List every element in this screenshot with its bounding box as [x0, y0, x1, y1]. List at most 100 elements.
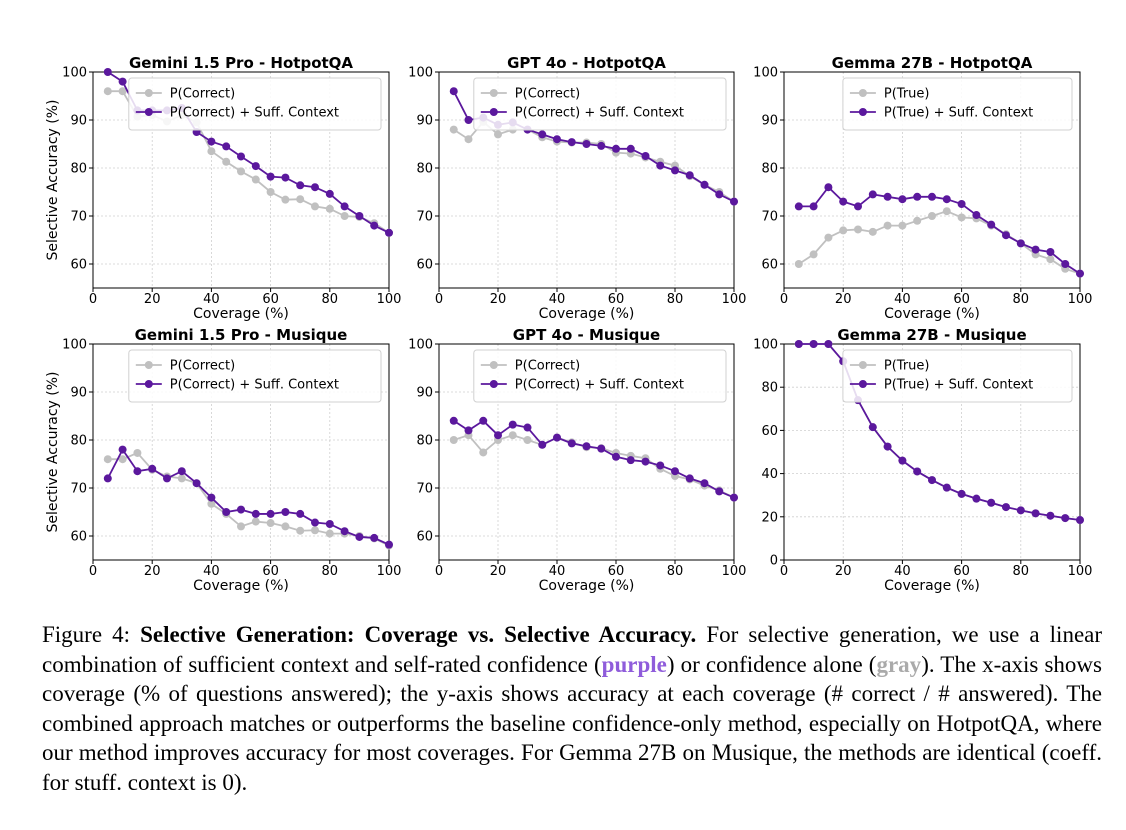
legend-marker	[489, 89, 498, 97]
data-point	[730, 197, 738, 206]
legend-marker	[144, 108, 153, 116]
data-point	[972, 211, 981, 220]
y-tick-label: 70	[70, 210, 87, 225]
data-point	[449, 436, 458, 444]
data-point	[942, 207, 951, 216]
legend-marker	[144, 380, 153, 388]
y-tick-label: 80	[761, 381, 778, 396]
chart-title: GPT 4o - HotpotQA	[507, 54, 666, 72]
legend-box	[128, 77, 382, 131]
data-point	[626, 456, 635, 465]
x-tick-label: 100	[377, 564, 402, 579]
data-point	[479, 416, 488, 425]
x-tick-label: 60	[262, 292, 279, 307]
y-tick-label: 100	[62, 66, 87, 81]
data-point	[118, 455, 127, 464]
data-point	[1046, 511, 1055, 520]
data-point	[464, 426, 473, 435]
data-point	[340, 527, 349, 536]
data-point	[281, 522, 290, 531]
chart-panel: 0 20 40 60 80 100 60 70 80 90 100 Gemini 1.5 Pro - …	[45, 54, 401, 322]
data-point	[148, 464, 157, 473]
data-point	[671, 166, 679, 175]
x-tick-label: 20	[490, 564, 507, 579]
data-point	[325, 204, 334, 213]
data-point	[449, 125, 458, 134]
data-point	[671, 467, 679, 476]
y-tick-label: 40	[761, 467, 778, 482]
data-point	[1061, 260, 1070, 268]
x-tick-label: 40	[203, 564, 220, 579]
y-tick-label: 100	[753, 66, 778, 81]
data-point	[222, 508, 231, 516]
x-tick-label: 60	[953, 564, 970, 579]
data-point	[868, 423, 877, 432]
data-point	[538, 440, 547, 449]
data-point	[809, 202, 818, 211]
x-tick-label: 0	[89, 564, 97, 579]
x-tick-label: 40	[894, 292, 911, 307]
x-tick-label: 80	[667, 564, 684, 579]
chart-title: Gemini 1.5 Pro - HotpotQA	[129, 54, 353, 72]
data-point	[355, 532, 364, 541]
legend-label: P(Correct) + Suff. Context	[515, 106, 684, 121]
data-point	[626, 144, 635, 153]
data-point	[928, 476, 936, 485]
data-point	[1046, 248, 1055, 256]
legend-marker	[858, 89, 867, 97]
data-point	[370, 533, 379, 542]
data-point	[237, 522, 245, 531]
x-tick-label: 100	[722, 564, 747, 579]
x-tick-label: 0	[780, 564, 788, 579]
caption-purple-word: purple	[601, 651, 667, 677]
y-tick-label: 60	[416, 530, 433, 545]
x-tick-label: 100	[722, 292, 747, 307]
data-point	[207, 137, 216, 146]
y-tick-label: 90	[761, 114, 778, 129]
data-point	[523, 436, 532, 444]
data-point	[103, 68, 112, 76]
data-point	[794, 340, 803, 348]
data-point	[538, 130, 547, 139]
data-point	[854, 202, 862, 211]
x-tick-label: 20	[144, 564, 161, 579]
y-tick-label: 60	[70, 530, 87, 545]
data-point	[868, 227, 877, 236]
x-axis-label: Coverage (%)	[539, 306, 635, 322]
data-point	[177, 467, 186, 476]
y-axis-label: Selective Accuracy (%)	[45, 371, 61, 532]
data-point	[794, 260, 803, 268]
data-point	[942, 483, 951, 492]
y-tick-label: 70	[416, 482, 433, 497]
data-point	[567, 439, 576, 448]
y-tick-label: 100	[408, 338, 433, 353]
legend-marker	[144, 89, 153, 97]
x-tick-label: 80	[1013, 564, 1030, 579]
legend-marker	[489, 108, 498, 116]
data-point	[118, 77, 127, 86]
data-point	[597, 444, 606, 453]
data-point	[898, 456, 907, 465]
y-tick-label: 80	[416, 162, 433, 177]
y-tick-label: 70	[761, 210, 778, 225]
data-point	[898, 195, 907, 204]
data-point	[656, 161, 665, 170]
data-point	[281, 508, 290, 516]
data-point	[192, 479, 201, 488]
data-point	[597, 141, 606, 150]
data-point	[449, 416, 458, 425]
y-tick-label: 0	[770, 554, 778, 569]
y-tick-label: 60	[416, 258, 433, 273]
data-point	[281, 173, 290, 182]
data-point	[385, 540, 393, 549]
plot-frame	[92, 343, 390, 561]
plot-frame	[438, 343, 735, 561]
x-axis-label: Coverage (%)	[884, 578, 980, 594]
chart-panel: 0 20 40 60 80 100 60 70 80 90 100 Gemini 1.5 Pro - …	[45, 326, 401, 594]
y-tick-label: 90	[70, 386, 87, 401]
x-tick-label: 40	[549, 292, 566, 307]
data-point	[972, 494, 981, 503]
x-tick-label: 80	[667, 292, 684, 307]
legend-label: P(Correct)	[515, 359, 580, 374]
data-point	[385, 228, 393, 237]
